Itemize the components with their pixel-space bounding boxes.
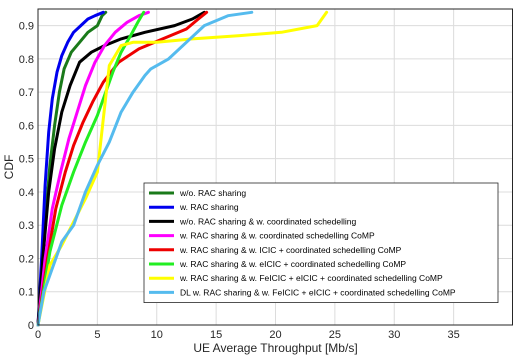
legend-label: w. RAC sharing & w. coordinated schedell… (179, 231, 375, 241)
x-tick-label: 25 (329, 329, 341, 341)
x-tick-label: 15 (210, 329, 222, 341)
x-tick-label: 35 (448, 329, 460, 341)
legend-label: w. RAC sharing & w. FeICIC + eICIC + coo… (179, 273, 443, 283)
series-line-2 (36, 10, 105, 327)
legend-label: DL w. RAC sharing & w. FeICIC + eICIC + … (180, 287, 456, 297)
series-line-8 (36, 10, 254, 327)
tick-labels: 0 5 10 15 20 25 30 35 0 0.1 0.2 0.3 0.4 0.5 0.6 0.7 0.8 0… (19, 21, 460, 341)
x-tick-label: 0 (35, 329, 41, 341)
y-tick-label: 0.9 (19, 21, 34, 33)
x-tick-label: 20 (269, 329, 281, 341)
series-line-5 (36, 10, 209, 327)
y-tick-label: 0 (28, 320, 34, 332)
y-tick-label: 0.3 (19, 220, 34, 232)
legend: w/o. RAC sharing w. RAC sharing w/o. RAC s… (143, 182, 499, 303)
legend-label: w/o. RAC sharing (179, 188, 246, 198)
legend-label: w. RAC sharing (179, 202, 239, 212)
x-tick-label: 10 (151, 329, 163, 341)
series-line-3 (36, 10, 206, 327)
series-line-6 (36, 10, 146, 327)
y-tick-label: 0.6 (19, 120, 34, 132)
y-axis-label: CDF (2, 155, 16, 180)
x-tick-label: 5 (94, 329, 100, 341)
x-tick-label: 30 (388, 329, 400, 341)
y-tick-label: 0.1 (19, 287, 34, 299)
legend-label: w/o. RAC sharing & w. coordinated schede… (179, 216, 357, 226)
legend-box (143, 182, 499, 303)
series-line-4 (36, 10, 150, 327)
y-tick-label: 0.4 (19, 187, 34, 199)
y-tick-label: 0.5 (19, 154, 34, 166)
y-tick-label: 0.2 (19, 253, 34, 265)
x-axis-label: UE Average Throughput [Mb/s] (193, 341, 357, 355)
y-tick-label: 0.7 (19, 87, 34, 99)
legend-label: w. RAC sharing & w. ICIC + coordinated s… (179, 245, 402, 255)
series-lines (36, 10, 329, 327)
y-tick-label: 0.8 (19, 54, 34, 66)
legend-label: w. RAC sharing & w. eICIC + coordinated … (179, 259, 406, 269)
